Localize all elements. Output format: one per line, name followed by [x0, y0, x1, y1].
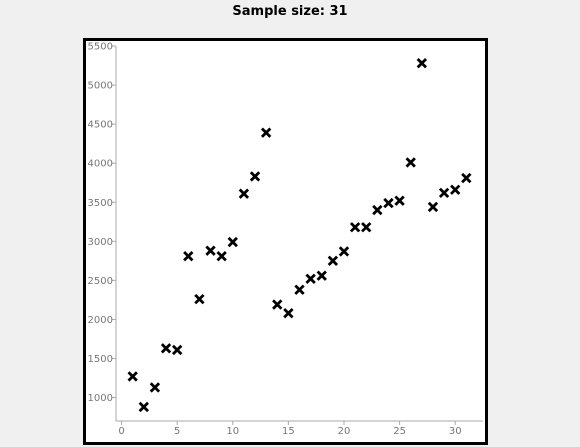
- data-point: [450, 184, 461, 195]
- plot-frame: [83, 38, 488, 445]
- data-point: [149, 382, 161, 393]
- data-point: [183, 250, 194, 262]
- y-tick-label: 2500: [88, 276, 113, 287]
- data-point: [127, 371, 138, 382]
- data-point: [205, 245, 216, 256]
- data-point: [260, 127, 272, 138]
- data-point: [461, 172, 472, 184]
- data-point: [383, 197, 394, 209]
- data-point: [305, 273, 316, 284]
- data-point: [338, 246, 350, 257]
- data-point: [438, 187, 450, 199]
- x-tick-label: 15: [282, 426, 295, 437]
- data-point: [361, 222, 372, 233]
- data-points: [127, 58, 472, 413]
- data-point: [349, 222, 361, 233]
- x-tick-label: 0: [118, 426, 124, 437]
- x-tick-label: 20: [338, 426, 351, 437]
- y-tick-label: 3500: [88, 198, 113, 209]
- x-tick-label: 10: [226, 426, 239, 437]
- y-tick-label: 4000: [88, 159, 113, 170]
- y-tick-label: 3000: [88, 237, 113, 248]
- data-point: [171, 344, 183, 356]
- y-tick-label: 2000: [88, 315, 113, 326]
- data-point: [394, 195, 405, 206]
- x-tick-label: 30: [449, 426, 462, 437]
- data-point: [249, 171, 261, 182]
- y-tick-label: 5500: [88, 42, 113, 53]
- y-tick-label: 4500: [88, 120, 113, 131]
- data-point: [283, 308, 294, 319]
- x-tick-label: 25: [393, 426, 406, 437]
- y-tick-label: 1000: [88, 393, 113, 404]
- data-point: [138, 401, 149, 413]
- chart-title: Sample size: 31: [232, 4, 348, 19]
- data-point: [216, 250, 227, 262]
- data-point: [427, 201, 439, 213]
- data-point: [160, 343, 172, 354]
- data-point: [327, 255, 339, 267]
- data-point: [194, 293, 205, 305]
- data-point: [272, 299, 283, 310]
- data-point: [294, 284, 305, 295]
- data-point: [316, 270, 327, 281]
- data-point: [238, 188, 250, 199]
- y-tick-label: 5000: [88, 81, 113, 92]
- data-point: [372, 204, 383, 216]
- x-tick-label: 5: [174, 426, 180, 437]
- axes: 1000 1500 2000 2500 3000 3500 4000 4500 5000 5500…: [88, 42, 483, 437]
- y-tick-label: 1500: [88, 354, 113, 365]
- data-point: [405, 157, 416, 168]
- data-point: [416, 58, 428, 69]
- data-point: [227, 236, 238, 248]
